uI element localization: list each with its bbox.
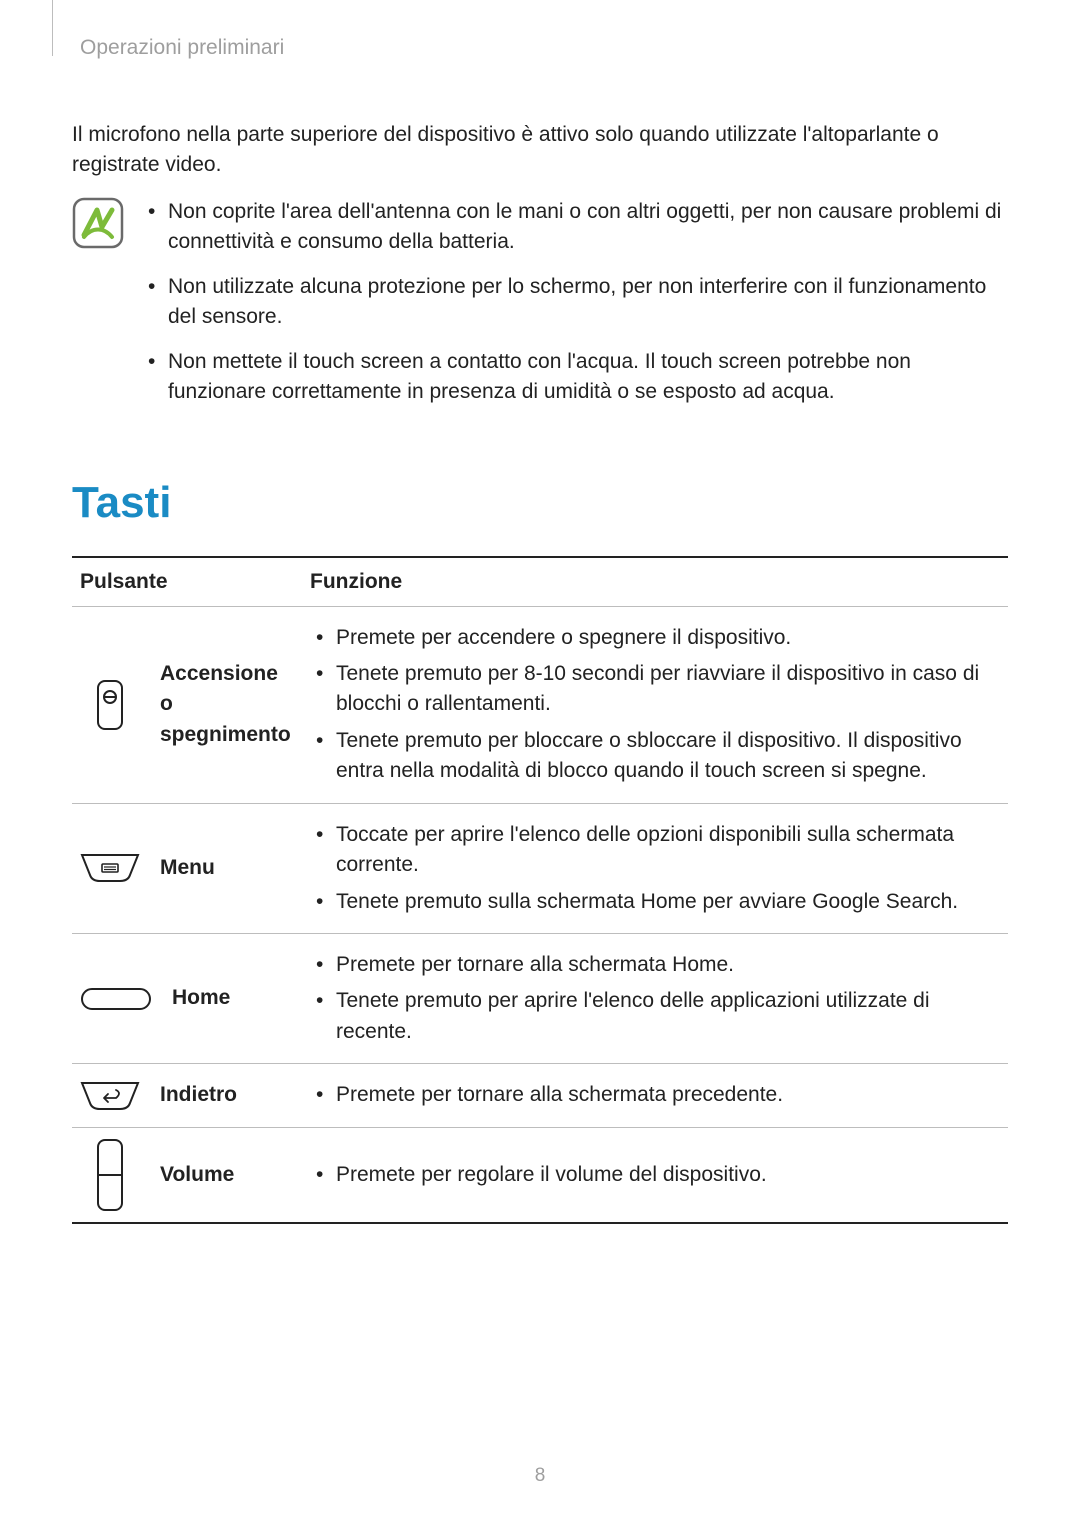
breadcrumb: Operazioni preliminari: [80, 36, 1008, 60]
function-list: Premete per tornare alla schermata Home.…: [310, 950, 1000, 1047]
button-label: Indietro: [160, 1080, 237, 1110]
volume-button-icon: [80, 1138, 140, 1212]
table-row: Indietro Premete per tornare alla scherm…: [72, 1064, 1008, 1127]
note-item: Non mettete il touch screen a contatto c…: [148, 347, 1008, 408]
power-button-icon: [80, 679, 140, 731]
function-item: Tenete premuto per 8-10 secondi per riav…: [310, 659, 1000, 720]
side-rule: [52, 0, 53, 56]
table-row: Volume Premete per regolare il volume de…: [72, 1127, 1008, 1223]
table-row: Menu Toccate per aprire l'elenco delle o…: [72, 803, 1008, 933]
table-header-button: Pulsante: [72, 557, 302, 607]
function-item: Toccate per aprire l'elenco delle opzion…: [310, 820, 1000, 881]
table-row: Home Premete per tornare alla schermata …: [72, 934, 1008, 1064]
intro-paragraph: Il microfono nella parte superiore del d…: [72, 120, 1008, 181]
note-item: Non coprite l'area dell'antenna con le m…: [148, 197, 1008, 258]
button-label: Menu: [160, 853, 215, 883]
note-item: Non utilizzate alcuna protezione per lo …: [148, 272, 1008, 333]
button-label: Volume: [160, 1160, 234, 1190]
function-item: Tenete premuto per bloccare o sbloccare …: [310, 726, 1000, 787]
note-list: Non coprite l'area dell'antenna con le m…: [148, 197, 1008, 422]
button-label: Home: [172, 983, 230, 1013]
function-list: Premete per accendere o spegnere il disp…: [310, 623, 1000, 787]
function-item: Tenete premuto per aprire l'elenco delle…: [310, 986, 1000, 1047]
function-item: Premete per regolare il volume del dispo…: [310, 1160, 1000, 1190]
note-icon: [72, 197, 124, 249]
buttons-table: Pulsante Funzione Acce: [72, 556, 1008, 1224]
section-title: Tasti: [72, 478, 1008, 528]
note-block: Non coprite l'area dell'antenna con le m…: [72, 197, 1008, 422]
table-header-function: Funzione: [302, 557, 1008, 607]
function-list: Toccate per aprire l'elenco delle opzion…: [310, 820, 1000, 917]
page-content: Operazioni preliminari Il microfono nell…: [0, 0, 1080, 1224]
page-number: 8: [0, 1465, 1080, 1487]
function-list: Premete per tornare alla schermata prece…: [310, 1080, 1000, 1110]
home-button-icon: [80, 987, 152, 1011]
button-label: Accensione o spegnimento: [160, 659, 294, 750]
function-item: Tenete premuto sulla schermata Home per …: [310, 887, 1000, 917]
function-list: Premete per regolare il volume del dispo…: [310, 1160, 1000, 1190]
menu-button-icon: [80, 853, 140, 883]
back-button-icon: [80, 1081, 140, 1111]
function-item: Premete per accendere o spegnere il disp…: [310, 623, 1000, 653]
table-row: Accensione o spegnimento Premete per acc…: [72, 606, 1008, 803]
function-item: Premete per tornare alla schermata prece…: [310, 1080, 1000, 1110]
function-item: Premete per tornare alla schermata Home.: [310, 950, 1000, 980]
